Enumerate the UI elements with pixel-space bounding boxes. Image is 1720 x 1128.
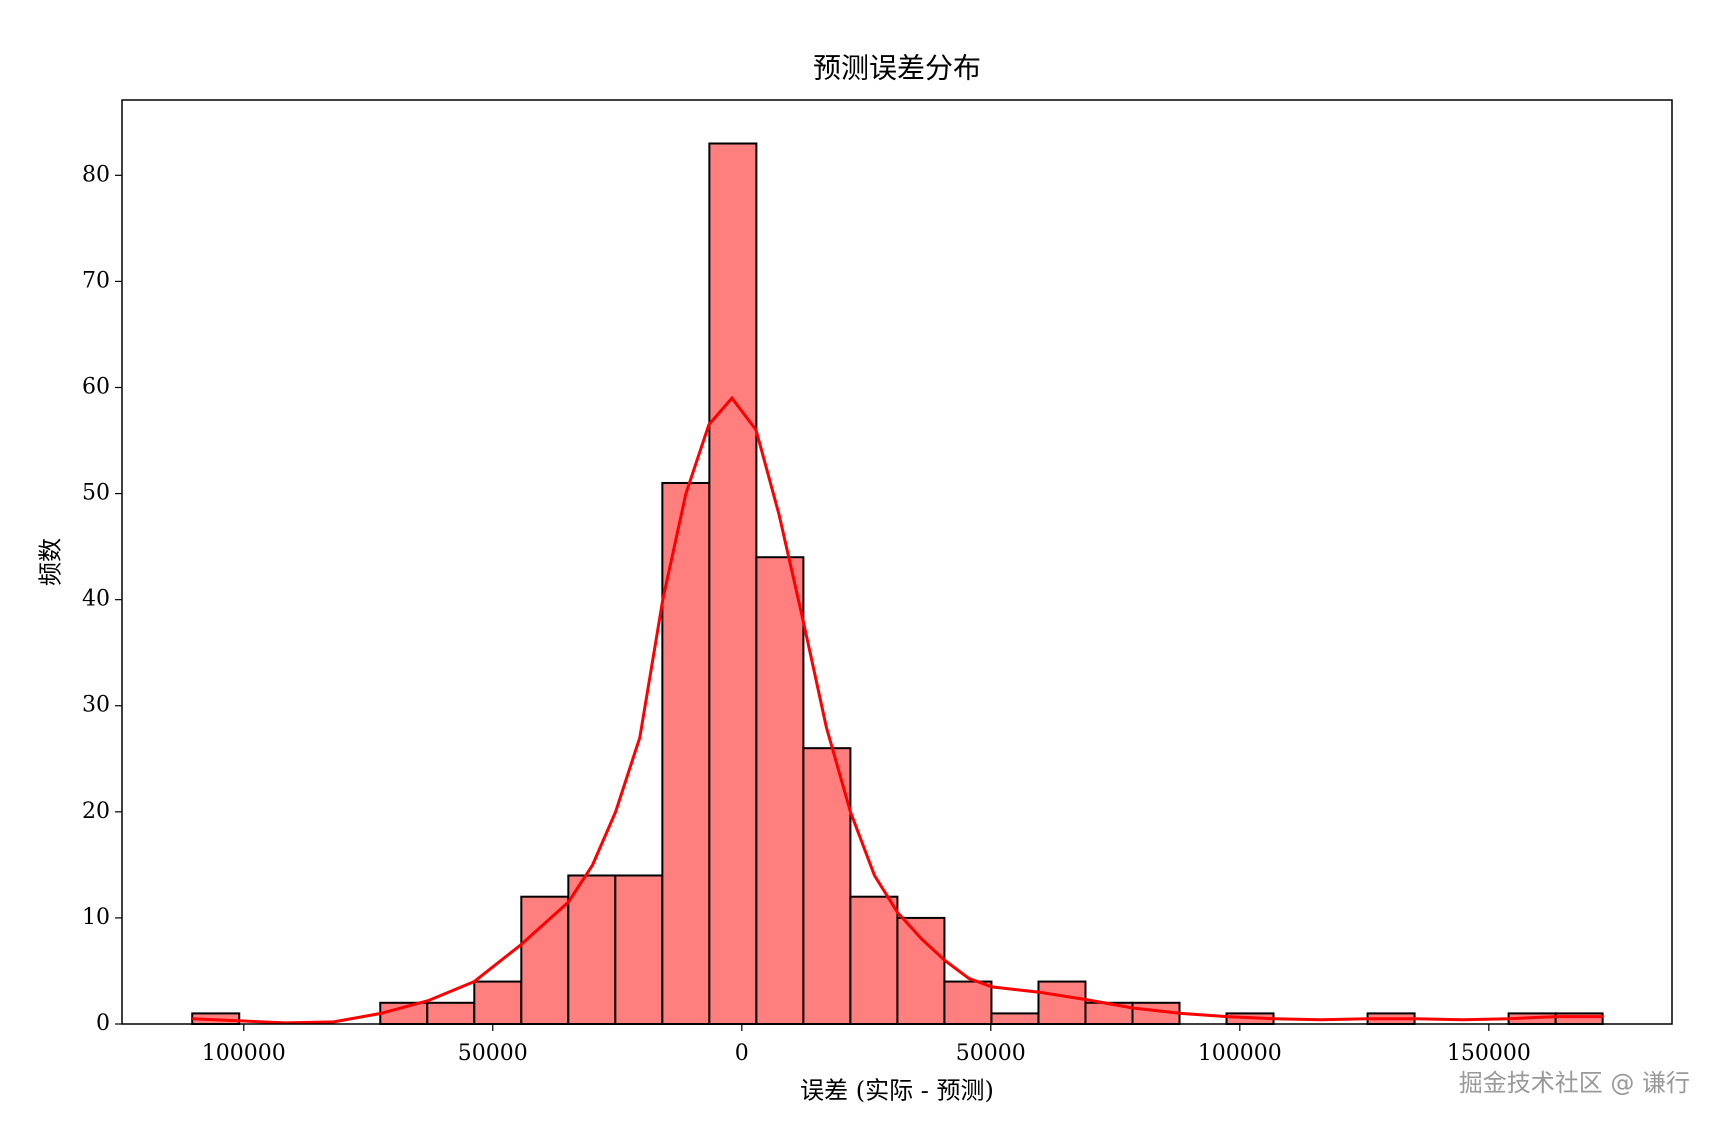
bar xyxy=(708,142,758,1026)
y-tick-label: 60 xyxy=(82,374,110,399)
bar xyxy=(849,895,899,1026)
x-tick-label: 100000 xyxy=(1198,1041,1282,1066)
bar xyxy=(614,874,664,1026)
y-tick-label: 20 xyxy=(82,799,110,824)
x-tick-label: 100000 xyxy=(202,1041,286,1066)
bar xyxy=(896,916,946,1025)
bar xyxy=(520,895,570,1026)
kde-line xyxy=(192,395,1603,1025)
bar xyxy=(802,747,852,1025)
watermark: 掘金技术社区 @ 谦行 xyxy=(1459,1069,1690,1097)
bar xyxy=(1037,980,1087,1026)
x-axis-label: 误差 (实际 - 预测) xyxy=(800,1077,994,1105)
x-tick-label: 0 xyxy=(735,1041,749,1066)
bar xyxy=(426,1001,476,1026)
y-tick-label: 0 xyxy=(96,1011,110,1036)
bar xyxy=(755,556,805,1026)
bar xyxy=(567,874,617,1026)
bar xyxy=(943,980,993,1026)
y-tick-label: 40 xyxy=(82,587,110,612)
x-tick-label: 50000 xyxy=(956,1041,1026,1066)
bar xyxy=(990,1012,1040,1025)
chart-title: 预测误差分布 xyxy=(813,52,981,85)
y-tick-label: 80 xyxy=(82,162,110,187)
y-tick-label: 10 xyxy=(82,905,110,930)
y-axis-label: 频数 xyxy=(37,538,65,586)
x-tick-label: 50000 xyxy=(458,1041,528,1066)
y-tick-label: 70 xyxy=(82,268,110,293)
y-tick-label: 50 xyxy=(82,481,110,506)
x-tick-label: 150000 xyxy=(1447,1041,1531,1066)
bar xyxy=(473,980,523,1026)
plot-frame xyxy=(121,99,1673,1025)
bar xyxy=(1554,1012,1604,1025)
y-tick-label: 30 xyxy=(82,693,110,718)
